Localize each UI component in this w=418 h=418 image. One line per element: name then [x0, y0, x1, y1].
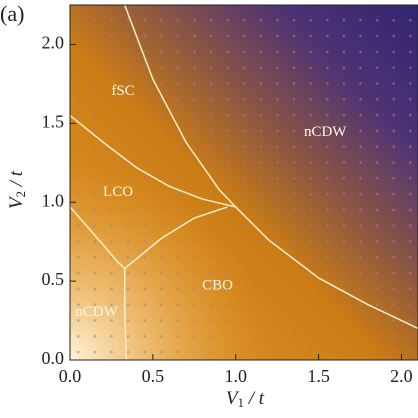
phase-boundary — [70, 114, 236, 208]
y-tick-label: 0.5 — [42, 269, 65, 289]
x-tick-label: 0.0 — [59, 366, 82, 386]
plot-frame — [69, 4, 418, 361]
plot-area — [70, 5, 418, 360]
y-tick-label: 1.0 — [42, 190, 65, 210]
region-label: LCO — [103, 184, 133, 200]
phase-boundary — [124, 206, 228, 270]
x-tick-label: 1.0 — [224, 366, 247, 386]
x-tick-label: 1.5 — [307, 366, 330, 386]
y-tick-label: 2.0 — [42, 33, 65, 53]
y-tick-label: 1.5 — [42, 111, 65, 131]
y-axis-label: V2 / t — [6, 170, 28, 209]
region-label: CBO — [202, 277, 233, 293]
x-axis-label: V1 / t — [226, 388, 265, 410]
region-label: nCDW — [304, 124, 347, 140]
phase-boundary — [123, 268, 128, 360]
region-label: nCDW — [75, 304, 118, 320]
panel-label: (a) — [0, 1, 24, 26]
phase-boundary — [70, 206, 126, 270]
x-tick-label: 0.5 — [142, 366, 165, 386]
x-tick-label: 2.0 — [390, 366, 413, 386]
region-label: fSC — [111, 83, 134, 99]
sample-dots — [70, 5, 418, 360]
y-tick-label: 0.0 — [42, 348, 65, 368]
